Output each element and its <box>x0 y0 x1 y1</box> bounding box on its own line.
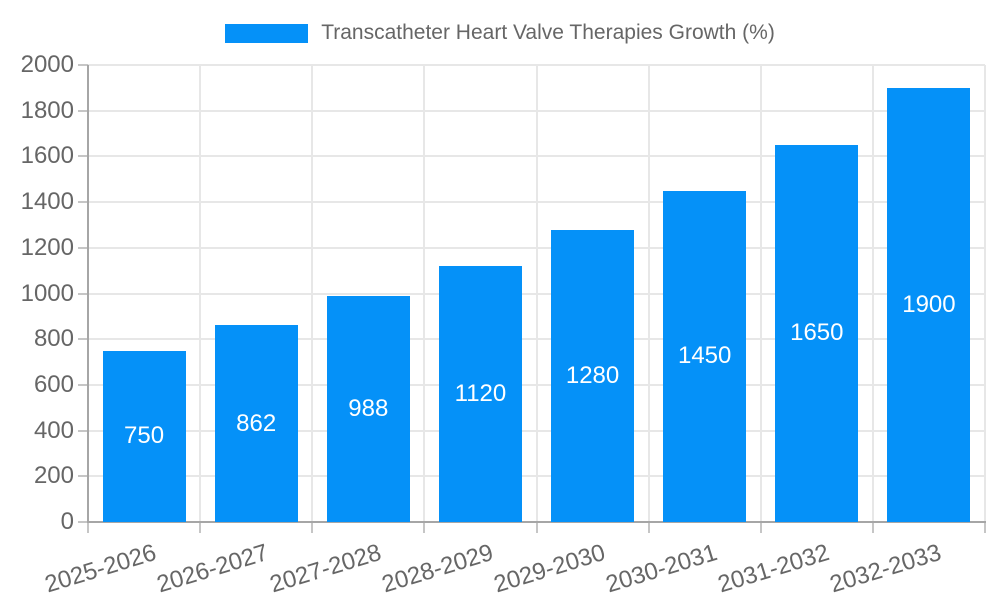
gridline-vertical <box>759 65 762 522</box>
x-tick-label: 2025-2026 <box>42 539 160 599</box>
bar-value-label: 1650 <box>790 319 844 347</box>
y-tick-label: 1400 <box>20 188 74 216</box>
y-tick-label: 0 <box>60 508 74 535</box>
y-tick-label: 600 <box>33 370 74 398</box>
x-axis-tick <box>871 522 874 533</box>
y-axis-tick <box>78 521 88 523</box>
bar[interactable] <box>102 350 186 522</box>
bar-value-label: 750 <box>124 422 165 450</box>
gridline-vertical <box>871 65 874 522</box>
y-tick-label: 1000 <box>20 279 74 307</box>
bar[interactable] <box>887 87 971 522</box>
bar[interactable] <box>663 190 747 522</box>
bar-value-label: 862 <box>236 409 277 437</box>
x-axis-tick <box>759 522 762 533</box>
y-axis-tick <box>78 246 88 249</box>
bar[interactable] <box>214 325 298 522</box>
y-axis-tick <box>78 201 88 204</box>
gridline-vertical <box>423 65 426 522</box>
y-tick-label: 1200 <box>20 233 74 261</box>
y-tick-label: 1800 <box>20 96 74 124</box>
y-axis-tick <box>78 338 88 341</box>
y-axis-tick <box>78 109 88 112</box>
x-tick-label: 2030-2031 <box>602 539 721 599</box>
y-tick-label: 400 <box>33 416 74 444</box>
y-axis-tick <box>78 383 88 386</box>
bar[interactable] <box>775 144 859 522</box>
bar-value-label: 988 <box>348 395 389 423</box>
y-tick-label: 1600 <box>20 142 74 170</box>
bar-value-label: 1900 <box>902 290 956 318</box>
x-axis-tick <box>984 522 986 533</box>
x-axis-tick <box>535 522 538 533</box>
x-tick-label: 2027-2028 <box>266 539 384 599</box>
x-tick-label: 2026-2027 <box>154 539 272 599</box>
gridline-vertical <box>647 65 650 522</box>
legend-label[interactable]: Transcatheter Heart Valve Therapies Grow… <box>321 21 775 44</box>
x-tick-label: 2032-2033 <box>826 539 945 599</box>
y-axis-tick <box>78 475 88 478</box>
x-axis-line <box>87 521 986 523</box>
y-tick-label: 800 <box>33 325 74 353</box>
y-axis-tick <box>78 155 88 158</box>
bar[interactable] <box>326 296 410 522</box>
bar-value-label: 1450 <box>677 342 732 370</box>
bar[interactable] <box>551 229 635 522</box>
x-axis-tick <box>647 522 650 533</box>
bar-value-label: 1280 <box>565 361 620 389</box>
bar[interactable] <box>438 266 522 522</box>
y-axis-tick <box>78 429 88 432</box>
x-axis-tick <box>199 522 202 533</box>
y-tick-label: 200 <box>33 462 74 490</box>
gridline-vertical <box>535 65 538 522</box>
gridline-vertical <box>984 65 986 522</box>
gridline-vertical <box>311 65 314 522</box>
x-tick-label: 2031-2032 <box>714 539 833 599</box>
y-axis-line <box>87 65 89 522</box>
y-axis-tick <box>78 64 88 66</box>
x-axis-tick <box>87 522 89 533</box>
x-tick-label: 2029-2030 <box>490 539 609 599</box>
chart-legend: Transcatheter Heart Valve Therapies Grow… <box>0 22 1000 44</box>
y-tick-label: 2000 <box>20 51 74 78</box>
x-axis-tick <box>311 522 314 533</box>
y-axis-tick <box>78 292 88 295</box>
legend-swatch[interactable] <box>225 23 309 43</box>
gridline-vertical <box>199 65 202 522</box>
x-tick-label: 2028-2029 <box>378 539 497 599</box>
bar-value-label: 1120 <box>454 380 507 408</box>
x-axis-tick <box>423 522 426 533</box>
